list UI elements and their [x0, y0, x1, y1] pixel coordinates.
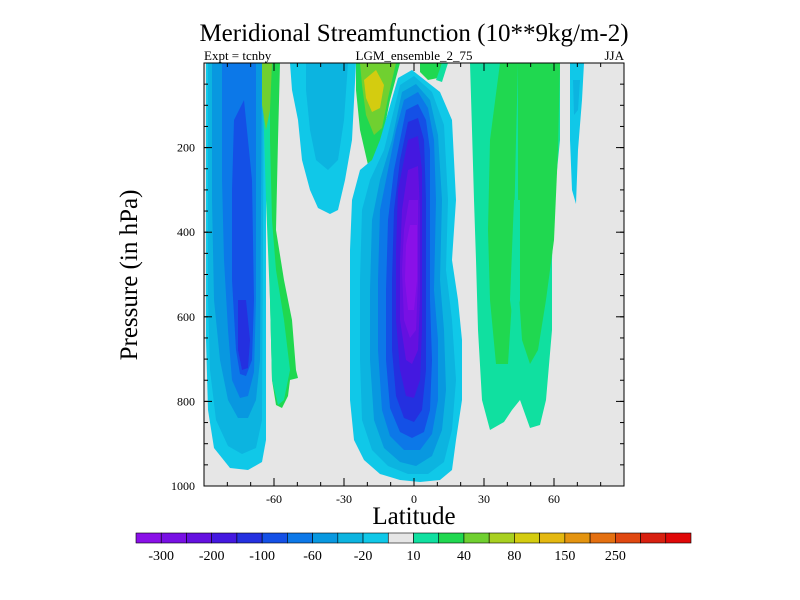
upper-positive-core: [364, 70, 384, 112]
contour-fields: [206, 63, 584, 482]
nh-positive-gap: [510, 200, 520, 330]
colorbar-swatch: [539, 532, 566, 544]
colorbar-swatch: [287, 532, 313, 544]
colorbar-tick-label: 150: [554, 549, 575, 564]
colorbar-tick-label: 40: [457, 549, 471, 564]
colorbar-swatch: [463, 532, 490, 544]
colorbar-swatch: [413, 532, 440, 544]
nh-upper-negative-sliver: [570, 63, 584, 204]
colorbar-swatch: [337, 532, 364, 544]
y-tick-label: 800: [177, 394, 195, 408]
colorbar-swatch: [589, 532, 616, 544]
colorbar-tick-label: -60: [303, 549, 322, 564]
colorbar-swatch: [387, 532, 414, 544]
colorbar-tick-label: 250: [605, 549, 626, 564]
colorbar-swatch: [640, 532, 667, 544]
colorbar-swatch: [362, 532, 389, 544]
x-tick-label: 30: [478, 492, 490, 506]
colorbar-swatch: [564, 532, 591, 544]
nh-upper-negative-core: [573, 80, 580, 115]
colorbar-tick-label: -20: [354, 549, 373, 564]
colorbar-tick-label: 80: [507, 549, 521, 564]
colorbar-swatch: [514, 532, 540, 544]
colorbar-swatch: [236, 532, 263, 544]
colorbar-tick-label: 10: [407, 549, 421, 564]
y-tick-label: 1000: [171, 479, 195, 493]
colorbar-tick-label: -100: [249, 549, 275, 564]
y-tick-label: 400: [177, 225, 195, 239]
sh-positive-band-inner: [262, 63, 290, 405]
tropical-positive-edge: [436, 63, 448, 82]
axes: -60 -30 0 30 60 200 400 600 800 1000: [171, 63, 624, 506]
colorbar-tick-label: -200: [199, 549, 225, 564]
colorbar-tick-label: -300: [148, 549, 174, 564]
colorbar-swatch: [160, 532, 187, 544]
x-tick-label: 60: [548, 492, 560, 506]
colorbar-swatch: [135, 532, 162, 544]
x-tick-label: -60: [266, 492, 282, 506]
subtitle-right: JJA: [604, 48, 624, 63]
nh-positive-core-north: [518, 63, 560, 364]
subtitle-center: LGM_ensemble_2_75: [356, 48, 473, 63]
x-tick-label: 0: [411, 492, 417, 506]
y-tick-label: 200: [177, 141, 195, 155]
sh-mid-lobe-inner: [306, 63, 348, 170]
subtitle-left: Expt = tcnby: [204, 48, 272, 63]
x-axis-label: Latitude: [372, 503, 455, 530]
colorbar: -300 -200 -100 -60 -20 10 40 80 150 250: [135, 532, 692, 564]
sh-cell-level-5: [232, 100, 254, 376]
colorbar-swatch: [615, 532, 641, 544]
y-tick-label: 600: [177, 310, 195, 324]
colorbar-swatch: [312, 532, 339, 544]
colorbar-swatch: [211, 532, 238, 544]
x-tick-label: -30: [336, 492, 352, 506]
sh-positive-core: [262, 63, 272, 130]
colorbar-swatch: [261, 532, 288, 544]
colorbar-swatch: [488, 532, 515, 544]
colorbar-swatch: [665, 532, 692, 544]
sh-cell-level-6: [238, 300, 250, 370]
main-cell-core: [405, 225, 417, 310]
colorbar-swatch: [186, 532, 212, 544]
y-axis-label: Pressure (in hPa): [116, 190, 143, 361]
colorbar-swatch: [438, 532, 465, 544]
chart-title: Meridional Streamfunction (10**9kg/m-2): [199, 20, 628, 47]
tropical-positive-sliver: [420, 63, 442, 80]
